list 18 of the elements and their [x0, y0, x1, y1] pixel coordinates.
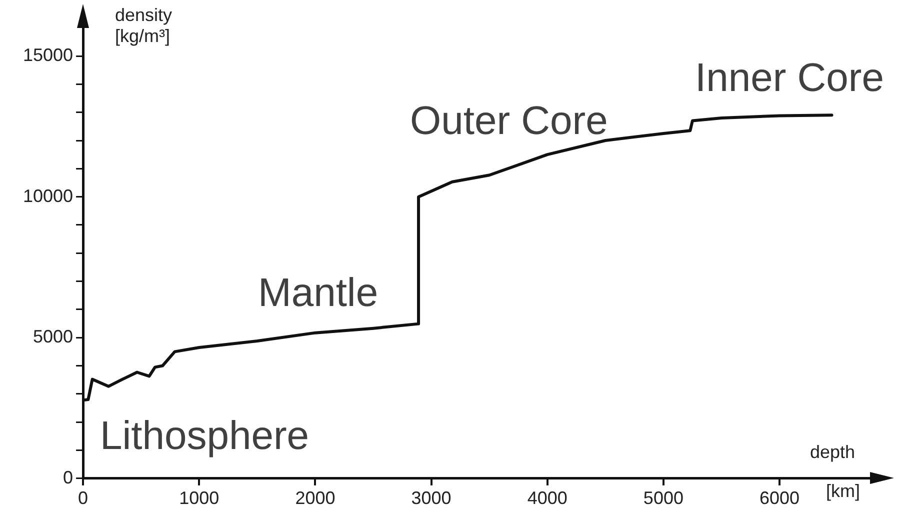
x-axis-title: depth [810, 442, 856, 463]
y-tick-label: 0 [63, 467, 74, 488]
x-tick-label: 2000 [295, 488, 336, 508]
text: [km] [826, 481, 860, 502]
annotation: Lithosphere [100, 414, 310, 459]
y-tick-label: 15000 [22, 45, 74, 66]
x-tick-label: 6000 [760, 488, 800, 508]
x-tick-label: 1000 [179, 488, 220, 508]
annotation: Inner Core [695, 56, 884, 101]
x-tick-label: 5000 [643, 488, 684, 508]
annotation: Mantle [258, 271, 378, 316]
x-tick-label: 0 [78, 488, 88, 508]
y-tick-label: 5000 [33, 326, 74, 347]
y-tick-label: 10000 [22, 186, 74, 206]
y-axis-title: density [kg/m³] [115, 5, 174, 47]
x-tick-label: 3000 [411, 488, 452, 508]
x-tick-label: 4000 [527, 488, 568, 508]
annotation: Outer Core [410, 99, 608, 144]
